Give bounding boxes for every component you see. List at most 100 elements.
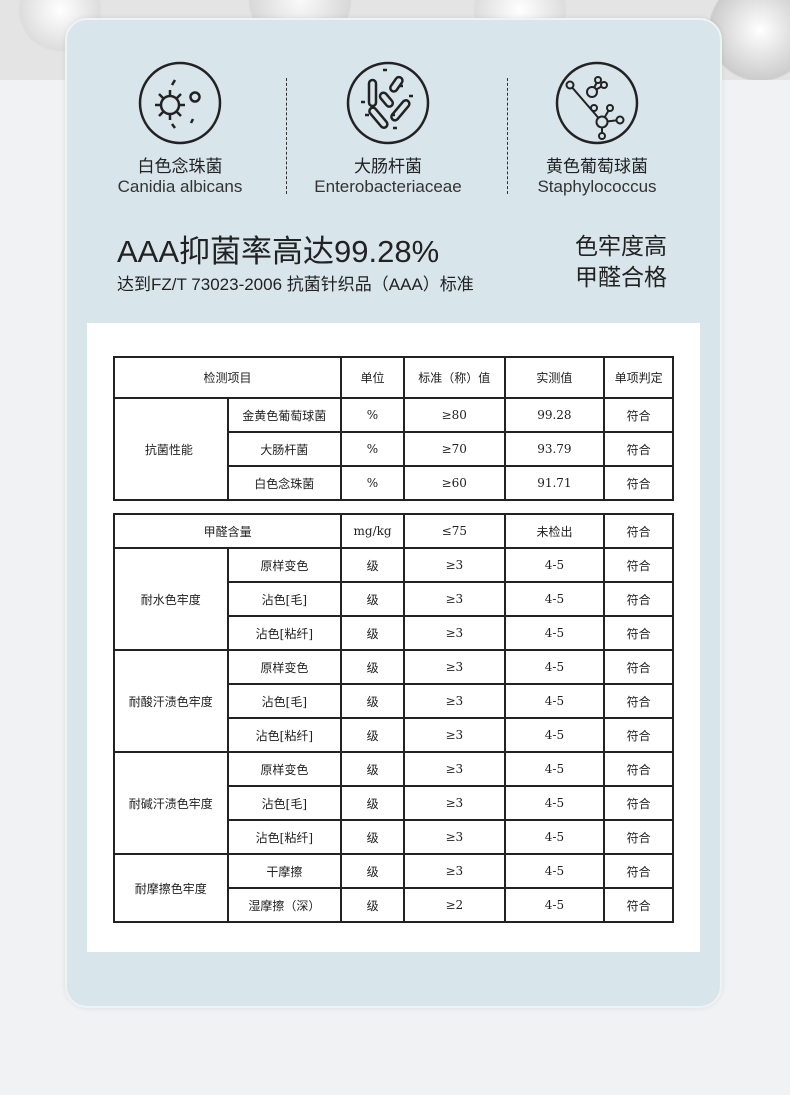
header-cell: 单项判定 [603,356,674,399]
table-cell: 91.71 [503,465,606,501]
table-cell: 符合 [603,615,674,651]
header-cell: 单位 [340,356,405,399]
table-row: 抗菌性能 金黄色葡萄球菌% ≥80 99.28 符合 [113,397,674,501]
table-cell: 符合 [603,751,674,787]
table-cell: 符合 [603,513,674,549]
table-cell: ≥3 [403,717,506,753]
table-cell: 沾色[毛] [226,581,343,617]
table-cell: 甲醛含量 [112,513,343,549]
bacteria-name-cn: 白色念珠菌 [137,157,223,177]
table-cell: 原样变色 [226,547,343,583]
table-row: 湿摩擦（深）级 ≥2 4-5 符合 [114,887,674,923]
table-cell: 级 [340,581,406,617]
table-cell: 级 [340,649,406,685]
table-cell: ≥3 [403,819,506,855]
table-cell: ≥2 [403,887,506,923]
molecule-icon [555,61,639,145]
table-row: 大肠杆菌% ≥70 93.79 符合 [114,431,674,467]
table-row: 耐水色牢度 原样变色级 ≥3 4-5 符合 [113,547,674,651]
table-cell: 符合 [603,683,674,719]
table-cell: % [340,465,405,501]
bacteria-name-en: Canidia albicans [117,177,243,196]
table-cell: 白色念珠菌 [226,465,343,501]
table-cell: 4-5 [503,853,606,889]
table-row: 沾色[毛] 级 ≥3 4-5 符合 [114,683,674,719]
table-row: 白色念珠菌% ≥60 91.71 符合 [114,465,674,501]
table-cell: 符合 [603,853,674,889]
bacteria-item: 白色念珠菌 Canidia albicans [80,60,280,197]
colorfastness-table: 甲醛含量 mg/kg ≤75 未检出 符合 耐水色牢度 原样变色级 ≥3 4-5 符合沾… [112,513,674,923]
group-cell: 耐水色牢度 [113,547,229,651]
bacilli-icon [346,61,430,145]
table-cell: 符合 [603,547,674,583]
table-cell: 金黄色葡萄球菌 [226,397,343,433]
table-cell: 4-5 [503,581,606,617]
table-cell: 符合 [603,887,674,923]
table-row: 沾色[毛] 级 ≥3 4-5 符合 [114,785,674,821]
feature-colorfastness: 色牢度高 [575,234,667,260]
table-cell: 原样变色 [226,649,343,685]
table-cell: 级 [340,819,406,855]
table-cell: 4-5 [503,887,606,923]
table-header-row: 检测项目 单位 标准（称）值 实测值 单项判定 [112,356,674,399]
bacteria-name-en: Staphylococcus [537,177,657,196]
bacteria-name-cn: 大肠杆菌 [354,157,422,177]
table-cell: 符合 [603,581,674,617]
group-cell: 耐碱汗渍色牢度 [113,751,229,855]
table-cell: ≥3 [403,581,506,617]
group-cell: 抗菌性能 [113,397,229,501]
table-cell: 4-5 [503,547,606,583]
table-row: 耐摩擦色牢度 干摩擦级 ≥3 4-5 符合 [113,853,674,923]
table-row: 沾色[粘纤] 级 ≥3 4-5 符合 [114,615,674,651]
table-cell: 沾色[毛] [226,785,343,821]
table-row: 沾色[毛] 级 ≥3 4-5 符合 [114,581,674,617]
table-cell: mg/kg [340,513,406,549]
bacteria-item: 大肠杆菌 Enterobacteriaceae [288,60,488,197]
table-row: 沾色[粘纤] 级 ≥3 4-5 符合 [114,717,674,753]
table-cell: 级 [340,751,406,787]
table-cell: ≥3 [403,785,506,821]
standard-subline: 达到FZ/T 73023-2006 抗菌针织品（AAA）标准 [117,275,474,294]
table-cell: 级 [340,785,406,821]
headline: AAA抑菌率高达99.28% [117,234,440,269]
table-cell: 级 [340,717,406,753]
test-report-panel: 检测项目 单位 标准（称）值 实测值 单项判定 抗菌性能 金黄色葡萄球菌% ≥80… [87,323,700,952]
table-row: 甲醛含量 mg/kg ≤75 未检出 符合 [112,513,674,549]
table-cell: 符合 [603,717,674,753]
table-cell: 未检出 [503,513,606,549]
table-cell: % [340,431,405,467]
feature-formaldehyde: 甲醛合格 [575,265,667,291]
table-cell: 符合 [603,785,674,821]
table-cell: 符合 [603,465,674,501]
table-cell: 4-5 [503,649,606,685]
table-cell: 93.79 [503,431,606,467]
table-cell: 湿摩擦（深） [226,887,343,923]
table-cell: 级 [340,887,406,923]
table-cell: 符合 [603,819,674,855]
table-cell: 级 [340,615,406,651]
divider [286,78,287,194]
bacteria-name-cn: 黄色葡萄球菌 [546,157,648,177]
table-cell: 4-5 [503,615,606,651]
table-cell: 沾色[粘纤] [226,819,343,855]
table-row: 沾色[粘纤] 级 ≥3 4-5 符合 [114,819,674,855]
table-row: 耐酸汗渍色牢度 原样变色级 ≥3 4-5 符合 [113,649,674,753]
table-cell: 符合 [603,431,674,467]
table-cell: ≥60 [402,465,506,501]
header-cell: 实测值 [503,356,606,399]
table-cell: ≥3 [403,751,506,787]
table-cell: 级 [340,683,406,719]
table-cell: ≥3 [403,547,506,583]
fungus-icon [138,61,222,145]
table-cell: 原样变色 [226,751,343,787]
bacteria-item: 黄色葡萄球菌 Staphylococcus [497,60,697,197]
feature-list: 色牢度高 甲醛合格 [575,232,667,294]
table-cell: 沾色[毛] [226,683,343,719]
table-cell: 4-5 [503,751,606,787]
bacteria-icons: 白色念珠菌 Canidia albicans 大肠杆菌 Enterobacter… [87,60,687,210]
table-cell: 4-5 [503,683,606,719]
table-cell: 级 [340,853,406,889]
table-cell: ≤75 [403,513,506,549]
table-cell: % [340,397,405,433]
bacteria-name-en: Enterobacteriaceae [314,177,462,196]
